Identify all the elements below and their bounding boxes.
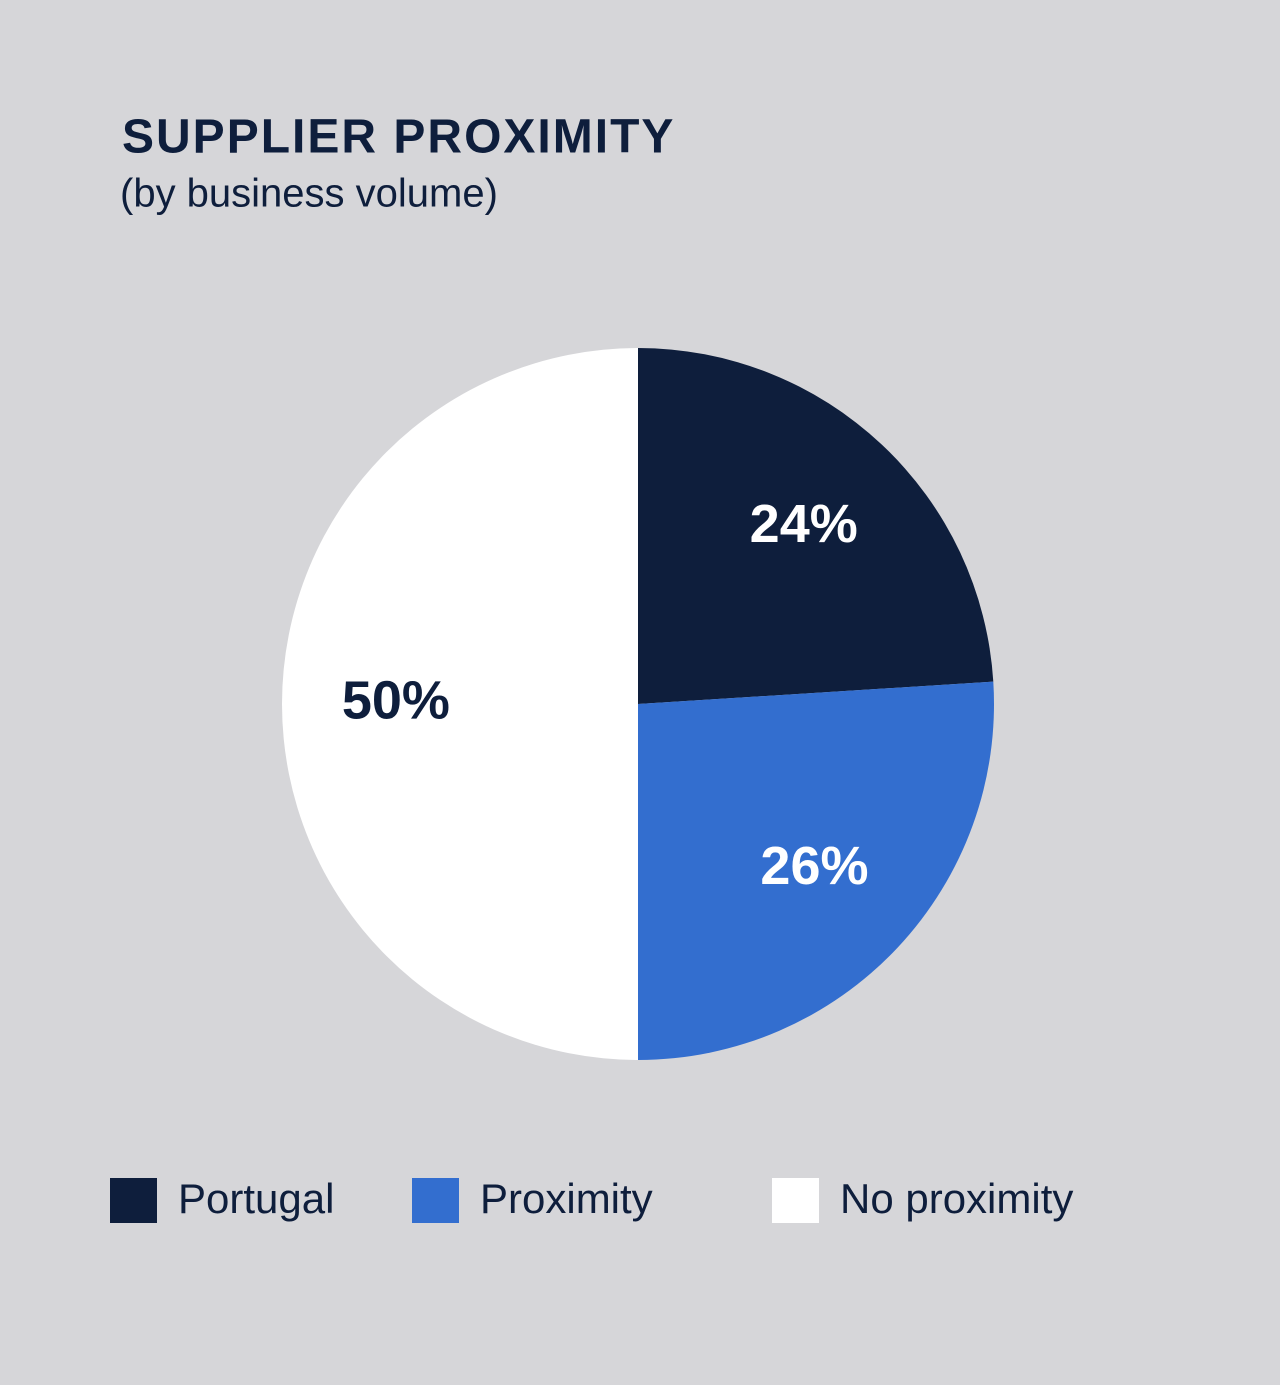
pie-slice (638, 348, 994, 704)
value-label: 50% (342, 670, 450, 730)
legend-swatch (772, 1178, 819, 1223)
legend-label: Proximity (480, 1175, 653, 1222)
legend-label: Portugal (178, 1175, 334, 1222)
chart-subtitle: (by business volume) (120, 172, 498, 216)
pie-slice (638, 681, 994, 1060)
pie-slice (282, 348, 638, 1060)
chart-title: SUPPLIER PROXIMITY (122, 111, 675, 164)
legend-swatch (412, 1178, 459, 1223)
value-label: 26% (760, 836, 868, 896)
legend-label: No proximity (840, 1175, 1073, 1222)
legend-swatch (110, 1178, 157, 1223)
value-label: 24% (750, 494, 858, 554)
